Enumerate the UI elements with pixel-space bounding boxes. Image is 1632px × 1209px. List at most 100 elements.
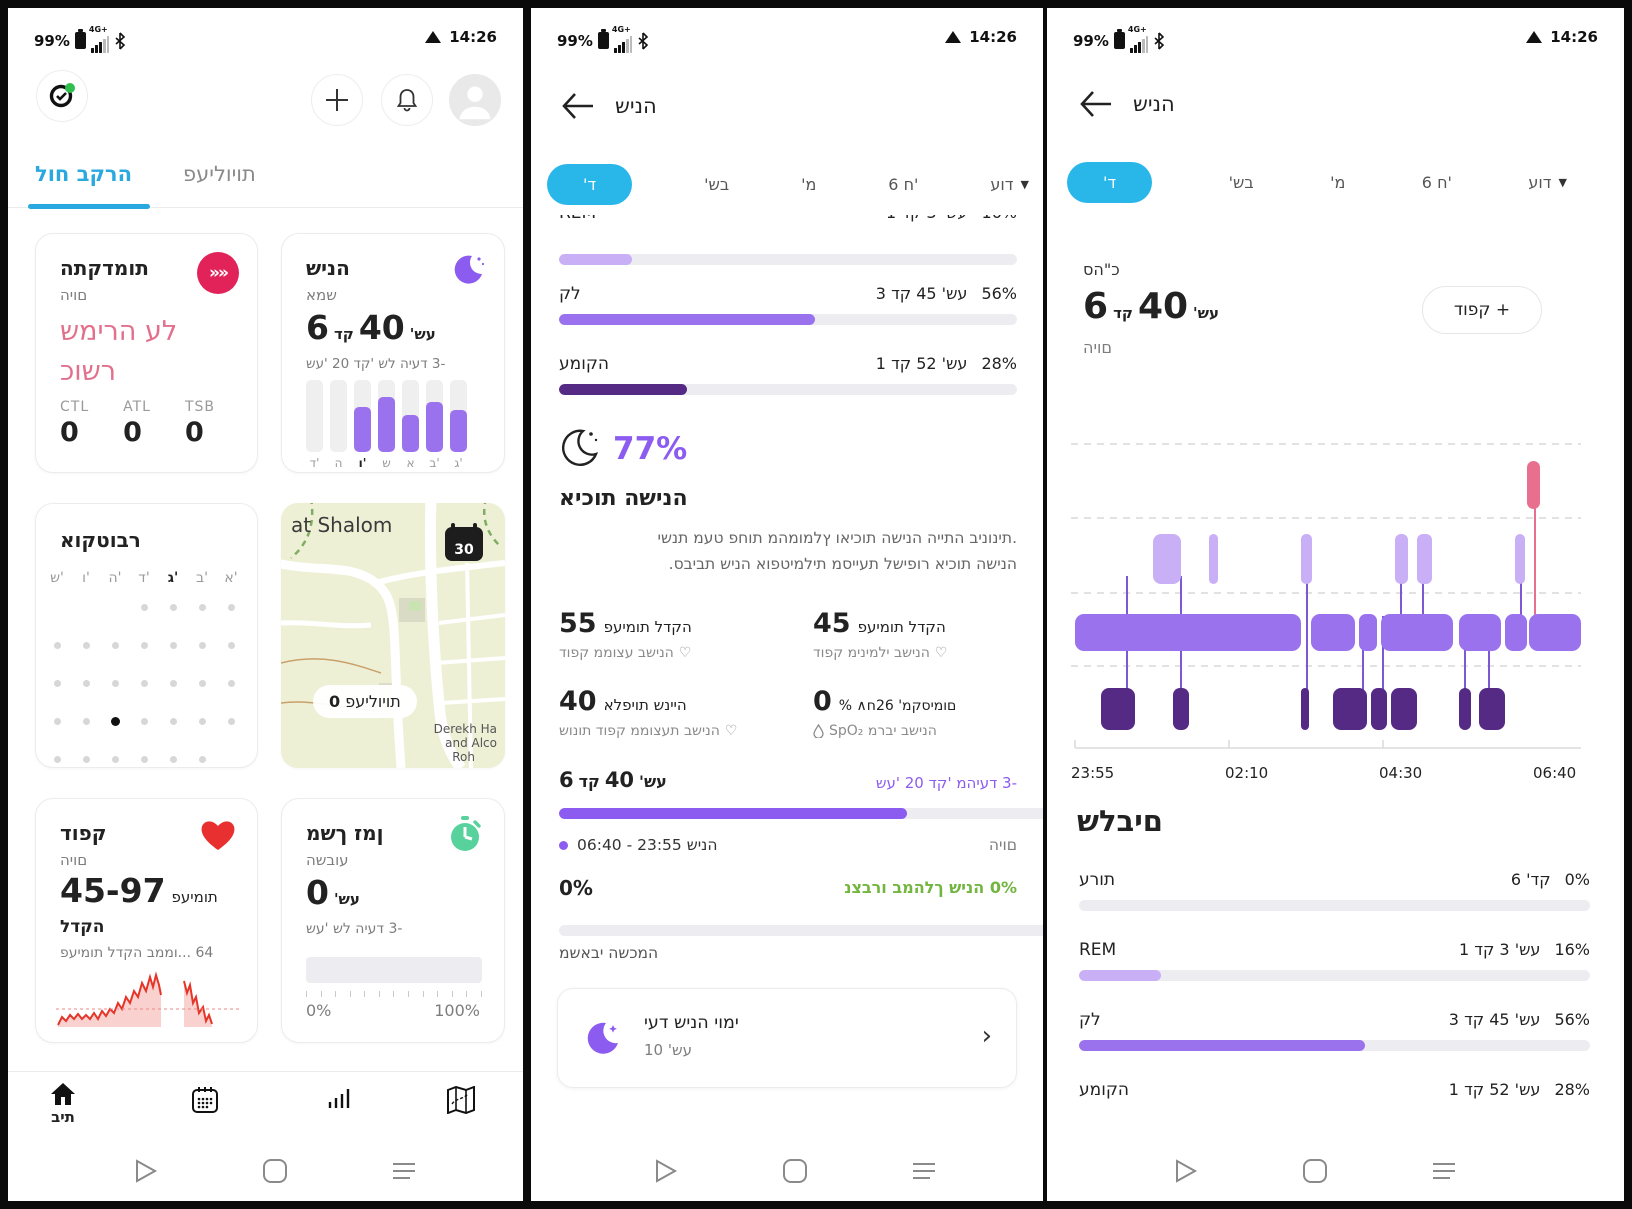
tab-day[interactable]: 'ד	[547, 164, 633, 205]
tab-activities[interactable]: פעילויות	[183, 162, 256, 186]
moon-icon	[454, 255, 485, 284]
calendar-card[interactable]: אוקטובר ש' ו' ה' ד' ג' ב' א'	[35, 503, 258, 768]
android-home-icon[interactable]	[1301, 1157, 1329, 1185]
watch-check-icon	[49, 83, 75, 108]
stage-value: 6 'דק	[1510, 870, 1551, 889]
map-area-label: at Shalom	[291, 513, 393, 537]
android-home-icon[interactable]	[781, 1157, 809, 1185]
vpn-triangle-icon	[945, 31, 962, 43]
back-arrow[interactable]	[561, 92, 595, 120]
sleep-score: 77%	[613, 431, 688, 467]
calendar-day-dot	[198, 755, 206, 763]
hr-unit-line: לדקה	[60, 917, 105, 937]
tab-dashboard[interactable]: לוח בקרה	[35, 162, 132, 186]
nav-home[interactable]: בית	[50, 1082, 76, 1126]
pulse-button-label: דופק +	[1453, 300, 1511, 320]
android-back-icon[interactable]	[133, 1157, 159, 1185]
calendar-day-dot	[227, 641, 235, 649]
duration-token: דק	[333, 325, 354, 343]
page-title: שינה	[615, 94, 657, 118]
panel-dashboard: 99% 4G+ 14:26 לוח בקרה פעילויות התקדמות …	[8, 8, 523, 1201]
calendar-day-dot	[111, 755, 119, 763]
tab-more[interactable]: עוד ▼	[1528, 173, 1567, 192]
active-tab-underline	[28, 204, 150, 209]
heart-card-title: דופק	[60, 821, 107, 845]
stage-label: קל	[1079, 1010, 1101, 1030]
stage-label: עמוקה	[1079, 1080, 1129, 1100]
calendar-day-dot	[169, 603, 177, 611]
tab-month[interactable]: 'מ	[1330, 173, 1346, 192]
calendar-day-dot	[198, 717, 206, 725]
tab-day[interactable]: 'ד	[1067, 162, 1153, 203]
calendar-day-dot	[82, 717, 90, 725]
calendar-day-dot	[169, 717, 177, 725]
stat-value: 0	[813, 686, 832, 717]
duration-card[interactable]: משך זמן השבוע 0 'שע שע' של היעד 3- 0% 10…	[281, 798, 505, 1043]
vpn-triangle-icon	[1526, 31, 1543, 43]
tab-more[interactable]: עוד ▼	[990, 175, 1029, 194]
heart-outline-icon: ♡	[934, 645, 948, 661]
notifications-button[interactable]	[381, 74, 433, 126]
android-recents-icon[interactable]	[1430, 1157, 1458, 1185]
add-button[interactable]	[311, 74, 363, 126]
calendar-day-dot	[140, 603, 148, 611]
duration-token: 0	[306, 873, 329, 912]
moon-outline-icon	[561, 429, 599, 466]
tab-6months[interactable]: 6 ח'	[888, 175, 919, 194]
stat-sub: דופק מינימלי בשינה	[813, 645, 930, 661]
progress-card[interactable]: התקדמות »» היום שמירה על כושר CTL 0 ATL 0 …	[35, 233, 258, 473]
mini-bar-label: ד'	[309, 456, 320, 470]
sleep-goal-card[interactable]: יעד שינה יומי 10 'שע ›	[557, 988, 1017, 1088]
page-title: שינה	[1133, 92, 1175, 116]
summary-duration: 6 דק 40 'שע	[559, 768, 667, 792]
sleep-card[interactable]: שינה אמש 6 דק 40 'שע שע' 20 דק' של היעד …	[281, 233, 505, 473]
stage-value: 1 דק 3 'שע	[1458, 940, 1541, 959]
android-back-icon[interactable]	[1173, 1157, 1199, 1185]
tab-6months[interactable]: 6 ח'	[1421, 173, 1452, 192]
sleep-week-chart	[306, 380, 467, 452]
device-sync-button[interactable]	[36, 70, 88, 122]
calendar-icon	[192, 1087, 218, 1113]
calendar-day-dot	[82, 679, 90, 687]
battery-icon	[74, 29, 86, 49]
duration-token: דק	[1113, 304, 1133, 322]
heart-rate-card[interactable]: דופק היום 45-97 פעימות לדקה פעימות לדקה …	[35, 798, 258, 1043]
signal-icon: 4G+	[89, 25, 109, 53]
progress-card-subtitle: היום	[60, 286, 88, 304]
tab-week[interactable]: 'שב	[704, 175, 730, 194]
stage-row-awake: ערות 6 'דק 0%	[1079, 870, 1590, 911]
back-arrow[interactable]	[1079, 90, 1113, 118]
duration-token: 6	[306, 308, 329, 347]
calendar-day-header: ו'	[82, 570, 90, 586]
avatar[interactable]	[449, 74, 501, 126]
training-metrics: CTL 0 ATL 0 TSB 0	[60, 399, 215, 448]
metric-value: 0	[184, 417, 204, 448]
axis-time: 02:10	[1225, 764, 1269, 782]
calendar-day-dot	[198, 641, 206, 649]
tab-month[interactable]: 'מ	[801, 175, 817, 194]
stage-row-rem: REM 1 דק 3 'שע 16%	[1079, 940, 1590, 981]
nav-stats[interactable]	[326, 1086, 354, 1114]
nav-calendar[interactable]	[191, 1086, 219, 1114]
stage-percent: 28%	[1554, 1080, 1590, 1099]
stat-value: 40	[559, 686, 597, 717]
nav-map[interactable]	[446, 1086, 476, 1114]
android-back-icon[interactable]	[653, 1157, 679, 1185]
mini-bar	[378, 380, 395, 452]
map-activities-pill[interactable]: 0 פעילויות	[313, 685, 417, 718]
tab-week[interactable]: 'שב	[1228, 173, 1254, 192]
mini-bar	[426, 380, 443, 452]
metric-value: 0	[60, 417, 79, 448]
android-home-icon[interactable]	[261, 1157, 289, 1185]
person-icon	[459, 86, 491, 120]
bluetooth-icon	[1154, 31, 1165, 50]
hrv-heart-icon: ♡	[724, 723, 738, 739]
status-bar: 99% 4G+ 14:26	[1047, 25, 1624, 53]
android-recents-icon[interactable]	[390, 1157, 418, 1185]
stat-label: פעימות לדקה	[603, 618, 692, 636]
panel-sleep-detail: 99% 4G+ 14:26 שינה 'ד 'שב 'מ 6 ח' עוד▼ R…	[531, 8, 1043, 1201]
android-recents-icon[interactable]	[910, 1157, 938, 1185]
summary-bar	[559, 808, 1043, 819]
map-card[interactable]: at Shalom 30 0 פעילויות Derekh Ha and Al…	[281, 503, 505, 768]
pulse-overlay-button[interactable]: דופק +	[1422, 286, 1542, 334]
